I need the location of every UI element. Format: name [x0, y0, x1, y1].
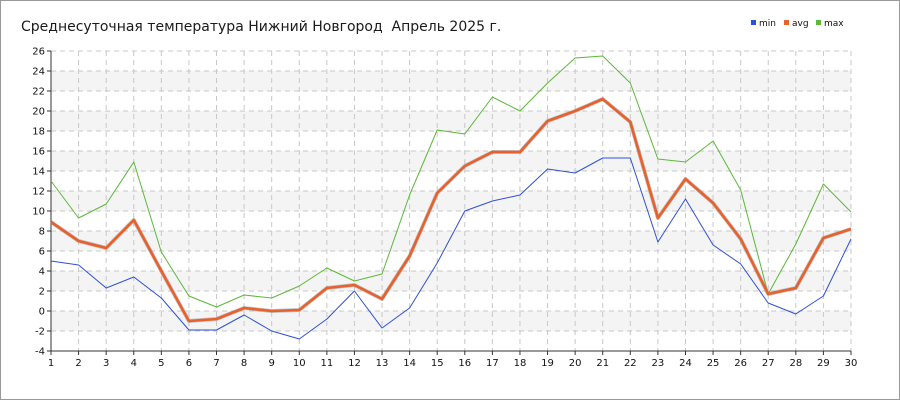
x-tick-label: 3 — [103, 358, 109, 369]
y-tick-label: -4 — [35, 347, 45, 358]
chart-title: Среднесуточная температура Нижний Новгор… — [21, 19, 502, 35]
grid-band — [51, 111, 851, 131]
x-tick-label: 26 — [734, 358, 747, 369]
grid-band — [51, 191, 851, 211]
grid-band — [51, 271, 851, 291]
series-line-min — [50, 157, 852, 340]
x-tick-label: 8 — [241, 358, 247, 369]
x-tick-label: 1 — [48, 358, 54, 369]
legend-label-max: max — [824, 19, 844, 29]
x-tick-label: 21 — [596, 358, 609, 369]
x-tick-label: 7 — [213, 358, 219, 369]
grid-band — [51, 71, 851, 91]
y-tick-label: 26 — [32, 47, 45, 58]
x-tick-label: 2 — [75, 358, 81, 369]
legend-label-avg: avg — [792, 19, 809, 29]
legend-swatch-min — [751, 20, 756, 25]
x-tick-label: 28 — [789, 358, 802, 369]
legend-swatch-max — [816, 20, 821, 25]
y-tick-label: 16 — [32, 147, 45, 158]
y-tick-label: -2 — [35, 327, 45, 338]
y-tick-label: 12 — [32, 187, 45, 198]
y-tick-label: 24 — [32, 67, 45, 78]
x-tick-label: 15 — [431, 358, 444, 369]
x-tick-label: 22 — [624, 358, 637, 369]
y-tick-label: 6 — [39, 247, 45, 258]
series-line-avg — [50, 97, 852, 323]
y-tick-label: 4 — [39, 267, 45, 278]
x-tick-label: 27 — [762, 358, 775, 369]
x-tick-label: 25 — [707, 358, 720, 369]
x-tick-label: 13 — [376, 358, 389, 369]
x-tick-label: 12 — [348, 358, 361, 369]
x-tick-label: 16 — [458, 358, 471, 369]
x-tick-label: 9 — [269, 358, 275, 369]
x-tick-label: 20 — [569, 358, 582, 369]
y-tick-label: 20 — [32, 107, 45, 118]
x-tick-label: 10 — [293, 358, 306, 369]
x-tick-label: 11 — [320, 358, 333, 369]
y-tick-label: 8 — [39, 227, 45, 238]
legend-swatch-avg — [784, 20, 789, 25]
y-tick-label: 10 — [32, 207, 45, 218]
grid-band — [51, 311, 851, 331]
x-tick-label: 24 — [679, 358, 692, 369]
x-tick-label: 30 — [845, 358, 858, 369]
x-tick-label: 19 — [541, 358, 554, 369]
x-tick-label: 23 — [652, 358, 665, 369]
y-tick-label: 14 — [32, 167, 45, 178]
grid-band — [51, 231, 851, 251]
x-tick-label: 29 — [817, 358, 830, 369]
x-tick-label: 4 — [131, 358, 137, 369]
x-tick-label: 17 — [486, 358, 499, 369]
y-tick-label: 0 — [39, 307, 45, 318]
y-tick-label: 22 — [32, 87, 45, 98]
x-tick-label: 14 — [403, 358, 416, 369]
x-tick-label: 6 — [186, 358, 192, 369]
y-tick-label: 18 — [32, 127, 45, 138]
x-tick-label: 18 — [514, 358, 527, 369]
series-line-max — [50, 55, 852, 308]
legend-label-min: min — [759, 19, 776, 29]
grid-band — [51, 151, 851, 171]
x-tick-label: 5 — [158, 358, 164, 369]
y-tick-label: 2 — [39, 287, 45, 298]
